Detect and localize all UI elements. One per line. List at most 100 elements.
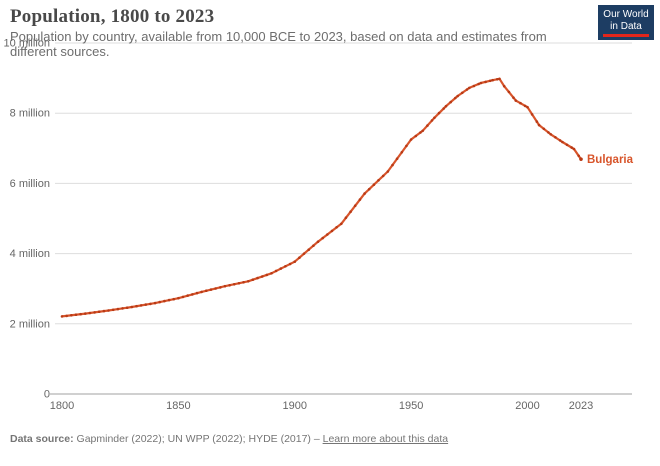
data-point-marker: [547, 131, 550, 134]
y-tick-label: 0: [44, 389, 50, 401]
data-point-marker: [195, 291, 199, 295]
data-point-marker: [530, 113, 534, 116]
data-point-marker: [572, 147, 576, 151]
data-point-marker: [381, 174, 385, 178]
x-tick-label: 1800: [50, 400, 74, 412]
data-point-marker: [465, 88, 469, 91]
data-point-marker: [391, 163, 394, 167]
data-point-marker: [363, 192, 366, 195]
data-point-marker: [130, 305, 134, 309]
data-point-marker: [414, 134, 418, 138]
data-point-marker: [181, 295, 185, 299]
y-tick-label: 6 million: [10, 178, 50, 190]
data-point-marker: [260, 275, 264, 278]
data-point-marker: [102, 309, 106, 313]
data-point-marker: [149, 302, 152, 306]
data-point-marker: [158, 300, 161, 304]
data-point-marker: [139, 304, 143, 307]
data-point-marker: [565, 143, 569, 147]
y-tick-label: 10 million: [4, 38, 50, 50]
data-point-marker: [307, 248, 311, 251]
data-point-marker: [177, 296, 180, 300]
data-point-marker: [116, 307, 120, 311]
data-point-marker: [223, 284, 227, 288]
x-tick-label: 2023: [569, 400, 593, 412]
data-point-marker: [163, 299, 166, 303]
data-point-marker: [242, 281, 245, 284]
entity-label: Bulgaria: [587, 154, 634, 166]
data-point-marker: [321, 236, 325, 240]
data-point-marker: [386, 170, 390, 173]
x-tick-label: 1850: [166, 400, 190, 412]
data-point-marker: [349, 210, 352, 213]
data-point-marker: [461, 91, 464, 95]
chart-subtitle-line2: different sources.: [10, 44, 110, 59]
data-point-marker: [477, 82, 480, 86]
data-point-marker: [340, 222, 343, 226]
data-point-marker: [400, 151, 404, 154]
logo-text-line1: Our World: [603, 9, 649, 20]
data-line: [61, 77, 582, 318]
data-point-marker: [535, 120, 539, 123]
data-point-marker: [302, 252, 306, 255]
y-tick-label: 2 million: [10, 318, 50, 330]
data-point-marker: [298, 256, 301, 260]
owid-logo[interactable]: Our World in Data: [598, 5, 654, 40]
x-tick-label: 2000: [515, 400, 539, 412]
data-point-marker: [523, 104, 527, 108]
data-point-marker: [279, 267, 283, 270]
data-point-marker: [507, 90, 511, 94]
data-point-marker: [419, 131, 422, 134]
data-point-marker: [70, 314, 73, 317]
data-point-marker: [484, 80, 487, 84]
data-point-marker: [274, 269, 278, 273]
data-point-marker: [270, 272, 273, 275]
data-point-marker: [219, 286, 222, 289]
data-point-marker: [125, 306, 129, 310]
data-point-marker: [312, 244, 315, 247]
data-point-marker: [454, 96, 457, 100]
data-point-marker: [502, 84, 506, 88]
data-point-marker: [472, 84, 476, 88]
data-point-marker: [519, 101, 522, 105]
data-point-marker: [111, 308, 115, 312]
data-point-marker: [561, 140, 564, 144]
data-point-marker: [205, 289, 208, 293]
data-point-marker: [577, 154, 580, 158]
data-point-marker: [558, 139, 562, 142]
data-point-marker: [256, 276, 259, 280]
logo-text-line2: in Data: [610, 20, 642, 32]
chart-footer: Data source: Gapminder (2022); UN WPP (2…: [10, 433, 448, 445]
data-point-marker: [426, 124, 429, 127]
data-point-marker: [288, 262, 292, 266]
data-point-marker: [284, 265, 287, 268]
data-point-marker: [479, 81, 483, 85]
data-point-marker: [372, 183, 376, 186]
data-point-marker: [135, 304, 138, 308]
chart-subtitle-line1: Population by country, available from 10…: [10, 29, 547, 44]
data-point-marker: [437, 111, 441, 115]
data-source-label: Data source:: [10, 433, 74, 445]
y-tick-label: 4 million: [10, 248, 50, 260]
learn-more-link[interactable]: Learn more about this data: [322, 433, 449, 445]
data-point-marker: [468, 86, 471, 90]
data-point-marker: [395, 157, 399, 160]
data-point-marker: [549, 133, 552, 136]
data-point-marker: [246, 280, 250, 283]
data-point-marker: [60, 315, 64, 318]
data-point-marker: [495, 78, 499, 81]
data-point-marker: [488, 79, 492, 83]
data-point-marker: [228, 284, 231, 287]
data-point-marker: [405, 144, 408, 148]
data-point-marker: [335, 226, 338, 229]
x-tick-label: 1900: [282, 400, 306, 412]
data-point-marker: [491, 78, 494, 82]
data-point-marker: [512, 96, 515, 99]
data-point-marker: [526, 105, 529, 109]
plot-area[interactable]: 0 2 million 4 million 6 million 8 million 10 …: [0, 0, 660, 420]
data-point-marker: [570, 146, 573, 149]
data-point-marker: [579, 157, 583, 161]
data-point-marker: [93, 311, 96, 314]
data-point-marker: [214, 287, 217, 290]
x-tick-label: 1950: [399, 400, 423, 412]
